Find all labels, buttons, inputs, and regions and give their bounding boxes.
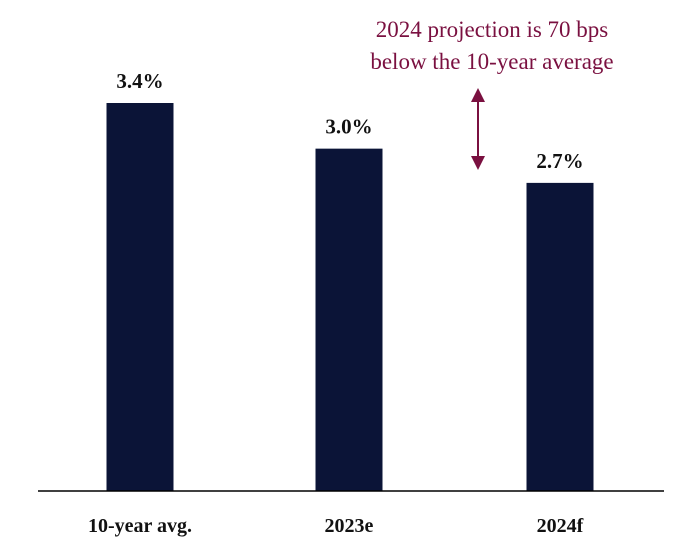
category-label-1: 2023e <box>325 515 374 537</box>
bar-0 <box>106 103 174 491</box>
annotation-line-1: 2024 projection is 70 bps <box>376 17 609 42</box>
value-labels-group: 3.4% 3.0% 2.7% <box>116 69 583 173</box>
value-label-0: 3.4% <box>116 69 163 93</box>
bars-group <box>106 103 594 491</box>
arrow-head-down <box>471 156 485 170</box>
arrow-head-up <box>471 88 485 102</box>
double-arrow-icon <box>471 88 485 170</box>
bar-1 <box>315 148 383 491</box>
value-label-1: 3.0% <box>325 115 372 139</box>
category-label-2: 2024f <box>537 515 584 537</box>
annotation-line-2: below the 10-year average <box>370 49 613 74</box>
bar-2 <box>526 182 594 491</box>
annotation: 2024 projection is 70 bps below the 10-y… <box>370 17 614 170</box>
value-label-2: 2.7% <box>536 149 583 173</box>
category-label-0: 10-year avg. <box>88 515 192 537</box>
category-labels-group: 10-year avg. 2023e 2024f <box>88 515 584 537</box>
